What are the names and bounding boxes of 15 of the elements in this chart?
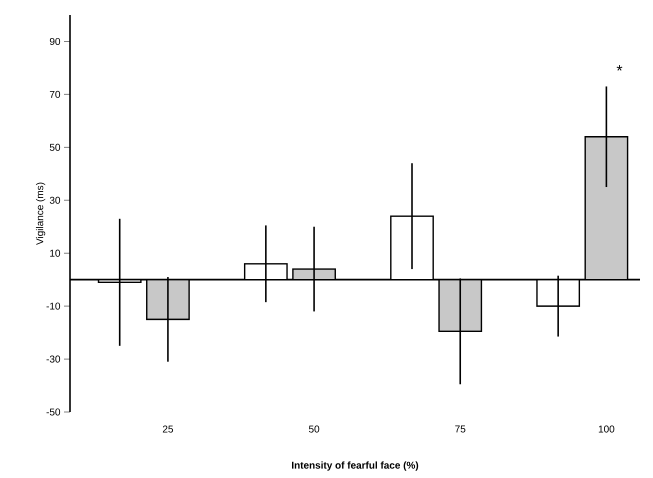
y-tick-label: 90 <box>50 38 60 45</box>
annotation: * <box>616 65 622 71</box>
y-tick-label: 10 <box>50 250 60 257</box>
y-tick-label: 30 <box>50 196 60 204</box>
y-tick-label: -10 <box>46 302 60 310</box>
y-tick-label: -30 <box>46 356 60 363</box>
x-tick-label: 25 <box>162 426 174 433</box>
x-axis-title: Intensity of fearful face (%) <box>292 461 418 471</box>
x-tick-label: 75 <box>455 426 466 432</box>
x-tick-label: 50 <box>308 426 320 433</box>
y-tick-label: 50 <box>50 144 60 151</box>
y-tick-label: -50 <box>46 408 60 416</box>
x-tick-label: 100 <box>598 426 614 433</box>
y-axis-title: Vigilance (ms) <box>36 182 46 245</box>
y-tick-label: 70 <box>50 90 60 98</box>
